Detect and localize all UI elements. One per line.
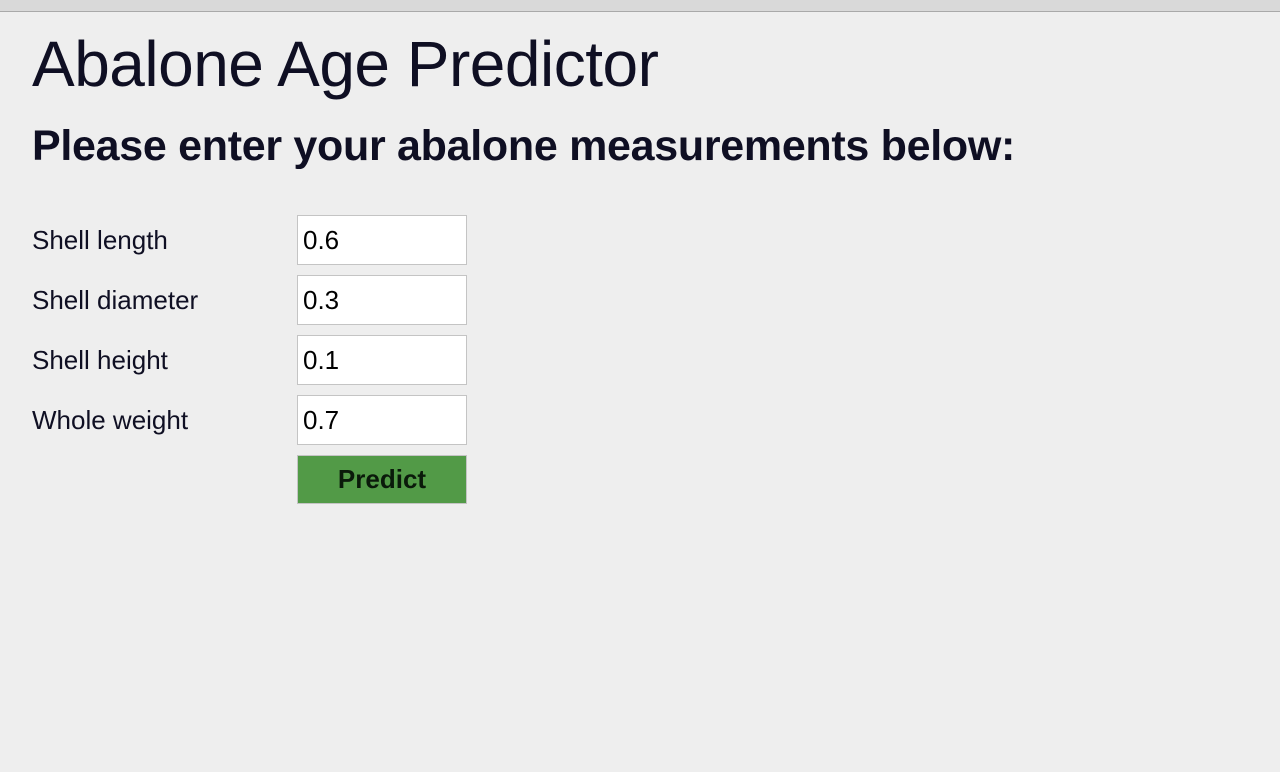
shell-diameter-label: Shell diameter <box>32 285 199 315</box>
shell-length-label: Shell length <box>32 225 168 255</box>
page-title: Abalone Age Predictor <box>32 28 659 100</box>
whole-weight-label: Whole weight <box>32 405 189 435</box>
predict-button[interactable]: Predict <box>297 455 467 504</box>
shell-diameter-input[interactable] <box>297 275 467 325</box>
shell-height-input[interactable] <box>297 335 467 385</box>
shell-length-input[interactable] <box>297 215 467 265</box>
page-subtitle: Please enter your abalone measurements b… <box>32 122 1016 170</box>
browser-top-strip <box>0 0 1280 12</box>
whole-weight-input[interactable] <box>297 395 467 445</box>
shell-height-label: Shell height <box>32 345 168 375</box>
